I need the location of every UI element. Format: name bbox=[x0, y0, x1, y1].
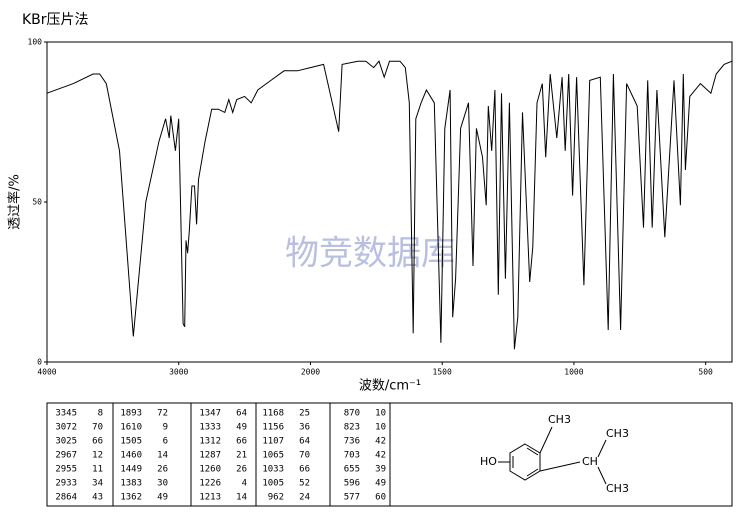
peak-wavenumber: 655 bbox=[344, 465, 360, 475]
structure-label: CH3 bbox=[548, 413, 571, 426]
peak-wavenumber: 1226 bbox=[199, 479, 221, 489]
peak-wavenumber: 1312 bbox=[199, 437, 221, 447]
peak-transmittance: 26 bbox=[236, 465, 247, 475]
peak-transmittance: 36 bbox=[299, 423, 310, 433]
chart-title: KBr压片法 bbox=[22, 12, 89, 28]
peak-transmittance: 8 bbox=[98, 409, 103, 419]
peak-transmittance: 49 bbox=[375, 479, 386, 489]
peak-transmittance: 42 bbox=[375, 451, 386, 461]
structure-label: CH bbox=[582, 455, 598, 468]
peak-transmittance: 64 bbox=[236, 409, 247, 419]
peak-wavenumber: 2864 bbox=[55, 493, 77, 503]
peak-wavenumber: 3072 bbox=[55, 423, 77, 433]
x-tick-label: 500 bbox=[698, 368, 713, 377]
peak-wavenumber: 1168 bbox=[262, 409, 284, 419]
peak-wavenumber: 1156 bbox=[262, 423, 284, 433]
peak-wavenumber: 1065 bbox=[262, 451, 284, 461]
peak-wavenumber: 1287 bbox=[199, 451, 221, 461]
structure: HO CH3 CH CH3 CH3 bbox=[480, 413, 629, 495]
y-tick-label: 0 bbox=[37, 358, 42, 367]
peak-transmittance: 66 bbox=[92, 437, 103, 447]
structure-label: CH3 bbox=[606, 482, 629, 495]
x-axis-label: 波数/cm⁻¹ bbox=[359, 379, 421, 394]
peak-transmittance: 43 bbox=[92, 493, 103, 503]
peak-wavenumber: 1362 bbox=[120, 493, 142, 503]
peak-wavenumber: 2955 bbox=[55, 465, 77, 475]
peak-wavenumber: 962 bbox=[268, 493, 284, 503]
peak-wavenumber: 1347 bbox=[199, 409, 221, 419]
peak-transmittance: 10 bbox=[375, 409, 386, 419]
peak-transmittance: 70 bbox=[299, 451, 310, 461]
peak-wavenumber: 1449 bbox=[120, 465, 142, 475]
peak-transmittance: 60 bbox=[375, 493, 386, 503]
peak-transmittance: 66 bbox=[236, 437, 247, 447]
peak-transmittance: 14 bbox=[236, 493, 247, 503]
peak-transmittance: 10 bbox=[375, 423, 386, 433]
peak-wavenumber: 577 bbox=[344, 493, 360, 503]
y-tick-label: 50 bbox=[32, 198, 42, 207]
y-tick-label: 100 bbox=[28, 38, 43, 47]
peak-transmittance: 39 bbox=[375, 465, 386, 475]
peak-transmittance: 49 bbox=[236, 423, 247, 433]
peak-wavenumber: 1893 bbox=[120, 409, 142, 419]
peak-transmittance: 66 bbox=[299, 465, 310, 475]
peak-transmittance: 30 bbox=[157, 479, 168, 489]
peak-wavenumber: 703 bbox=[344, 451, 360, 461]
peak-transmittance: 26 bbox=[157, 465, 168, 475]
peak-wavenumber: 1213 bbox=[199, 493, 221, 503]
peak-wavenumber: 1005 bbox=[262, 479, 284, 489]
peak-wavenumber: 3345 bbox=[55, 409, 77, 419]
peak-transmittance: 64 bbox=[299, 437, 310, 447]
peak-transmittance: 4 bbox=[242, 479, 247, 489]
peak-transmittance: 6 bbox=[163, 437, 168, 447]
peak-wavenumber: 3025 bbox=[55, 437, 77, 447]
peak-wavenumber: 1460 bbox=[120, 451, 142, 461]
peak-wavenumber: 1383 bbox=[120, 479, 142, 489]
peak-transmittance: 9 bbox=[163, 423, 168, 433]
peak-transmittance: 34 bbox=[92, 479, 103, 489]
structure-label: HO bbox=[480, 455, 497, 468]
peak-wavenumber: 1260 bbox=[199, 465, 221, 475]
peak-transmittance: 52 bbox=[299, 479, 310, 489]
y-axis-label: 透过率/% bbox=[7, 174, 23, 230]
peak-wavenumber: 823 bbox=[344, 423, 360, 433]
x-tick-label: 1500 bbox=[433, 368, 452, 377]
peak-transmittance: 21 bbox=[236, 451, 247, 461]
peak-transmittance: 24 bbox=[299, 493, 310, 503]
x-tick-label: 4000 bbox=[37, 368, 56, 377]
peak-wavenumber: 1610 bbox=[120, 423, 142, 433]
peak-wavenumber: 1505 bbox=[120, 437, 142, 447]
peak-wavenumber: 736 bbox=[344, 437, 360, 447]
peak-transmittance: 72 bbox=[157, 409, 168, 419]
spectrum-line bbox=[46, 60, 733, 350]
peak-wavenumber: 1333 bbox=[199, 423, 221, 433]
peak-transmittance: 11 bbox=[92, 465, 103, 475]
peak-transmittance: 12 bbox=[92, 451, 103, 461]
structure-bonds bbox=[498, 426, 607, 485]
peak-wavenumber: 2967 bbox=[55, 451, 77, 461]
peak-wavenumber: 2933 bbox=[55, 479, 77, 489]
structure-label: CH3 bbox=[606, 427, 629, 440]
peak-transmittance: 70 bbox=[92, 423, 103, 433]
x-tick-label: 1000 bbox=[564, 368, 583, 377]
table-dividers bbox=[112, 403, 391, 506]
peak-transmittance: 14 bbox=[157, 451, 168, 461]
peak-transmittance: 49 bbox=[157, 493, 168, 503]
peak-transmittance: 25 bbox=[299, 409, 310, 419]
peak-wavenumber: 596 bbox=[344, 479, 360, 489]
peak-transmittance: 42 bbox=[375, 437, 386, 447]
x-tick-label: 3000 bbox=[169, 368, 188, 377]
x-tick-label: 2000 bbox=[301, 368, 320, 377]
peak-wavenumber: 1033 bbox=[262, 465, 284, 475]
peak-wavenumber: 870 bbox=[344, 409, 360, 419]
peak-wavenumber: 1107 bbox=[262, 437, 284, 447]
watermark: 物竞数据库 bbox=[285, 234, 455, 274]
